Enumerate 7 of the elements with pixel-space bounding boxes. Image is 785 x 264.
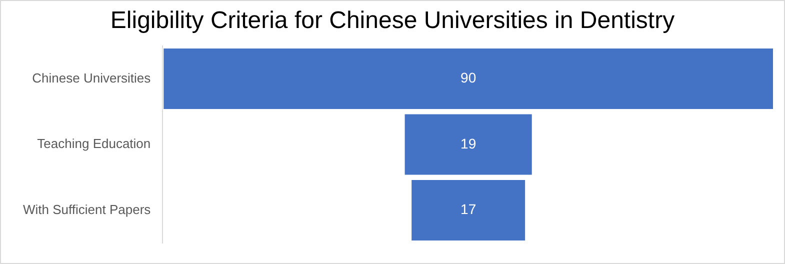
text: Eligibility Criteria for Chinese Universities in Dentistry <box>110 7 675 34</box>
data-label: 90 <box>460 70 476 86</box>
category-label: With Sufficient Papers <box>22 202 152 217</box>
data-label: 19 <box>460 135 476 152</box>
category-label: Chinese Universities <box>32 70 152 86</box>
data-label: 17 <box>460 201 476 218</box>
category-label: Teaching Education <box>37 136 151 152</box>
